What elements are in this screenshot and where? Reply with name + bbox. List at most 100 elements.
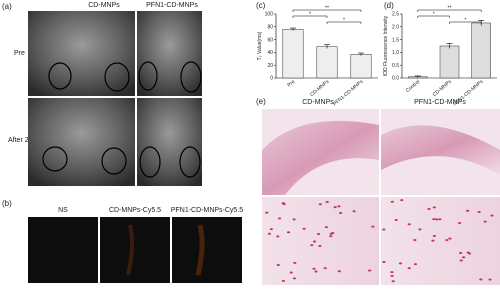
nucleus	[413, 239, 417, 242]
x-tick-label: PFN1-CD-MNPs	[452, 79, 485, 108]
significance-bracket	[292, 15, 328, 18]
significance-label: *	[309, 12, 311, 18]
nucleus	[312, 267, 316, 270]
significance-label: *	[464, 18, 466, 24]
y-axis-label: T₂ Value(ms)	[257, 31, 263, 60]
nucleus	[462, 256, 466, 259]
bar	[471, 22, 491, 79]
significance-label: *	[433, 12, 435, 18]
nucleus	[435, 218, 439, 221]
nucleus	[318, 244, 322, 247]
nucleus	[466, 251, 470, 254]
nucleus	[390, 274, 394, 277]
bar	[439, 45, 460, 79]
column-title: CD-MNPs	[88, 2, 120, 9]
nucleus	[289, 271, 293, 274]
row-title: Pre	[14, 50, 25, 57]
nucleus	[459, 252, 463, 255]
bar	[350, 54, 372, 79]
y-tick-label: 60	[267, 37, 273, 43]
significance-bracket	[417, 9, 482, 12]
nucleus	[432, 218, 436, 221]
nucleus	[292, 277, 297, 280]
bar	[316, 46, 338, 79]
nucleus	[325, 200, 329, 203]
nucleus	[448, 237, 452, 240]
nucleus	[314, 270, 318, 273]
y-tick-label: 20	[267, 63, 273, 69]
nucleus	[310, 244, 314, 247]
nucleus	[352, 210, 356, 213]
nucleus	[457, 222, 462, 225]
histology-images	[262, 109, 500, 285]
nucleus	[312, 240, 317, 243]
nucleus	[276, 264, 280, 267]
nucleus	[277, 217, 282, 220]
column-title: PFN1-CD-MNPs-Cy5.5	[171, 207, 243, 214]
y-tick-label: 40	[267, 50, 273, 56]
nucleus	[483, 220, 487, 223]
x-tick-label: Pre	[286, 79, 296, 89]
significance-label: **	[448, 6, 452, 12]
nucleus	[431, 239, 435, 242]
nucleus	[382, 261, 386, 264]
nucleus	[490, 214, 494, 217]
significance-bracket	[326, 21, 362, 24]
panel-label: (a)	[2, 2, 12, 11]
y-tick-label: 2.0	[392, 25, 399, 31]
nucleus	[323, 267, 327, 270]
y-axis-label: IOD Fluorescence Intensity	[383, 15, 389, 76]
nucleus	[339, 211, 343, 214]
nucleus	[488, 278, 492, 281]
y-tick-label: 0.0	[392, 76, 399, 82]
column-title: CD-MNPs-Cy5.5	[109, 207, 161, 214]
nucleus	[432, 235, 436, 238]
panel-label: (d)	[384, 1, 394, 10]
nucleus	[407, 267, 411, 270]
y-tick-label: 100	[265, 12, 274, 18]
mri-images	[28, 11, 202, 186]
y-tick-label: 0.5	[392, 63, 399, 69]
column-title: PFN1-CD-MNPs	[414, 99, 466, 106]
nucleus	[337, 270, 341, 273]
nucleus	[267, 232, 272, 235]
nuclei	[265, 199, 494, 283]
nucleus	[391, 280, 395, 283]
nucleus	[371, 225, 375, 228]
nucleus	[382, 228, 386, 231]
nucleus	[477, 210, 481, 213]
nucleus	[418, 228, 422, 231]
nucleus	[281, 202, 285, 205]
nucleus	[265, 211, 269, 214]
nucleus	[398, 262, 403, 265]
nucleus	[479, 278, 483, 281]
nucleus	[394, 219, 398, 222]
nucleus	[293, 261, 297, 264]
y-tick-label: 2.5	[392, 12, 399, 18]
nucleus	[432, 206, 436, 209]
nucleus	[400, 199, 404, 202]
nucleus	[318, 203, 322, 206]
nucleus	[329, 235, 333, 238]
column-title: CD-MNPs	[302, 99, 334, 106]
nucleus	[269, 228, 273, 231]
nucleus	[324, 226, 328, 229]
x-tick-label: PFN1-CD-MNPs	[332, 79, 365, 108]
y-tick-label: 0	[270, 76, 273, 82]
x-tick-label: Control	[405, 79, 421, 94]
panel-label: (c)	[256, 1, 266, 10]
nucleus	[286, 231, 291, 234]
significance-label: **	[325, 6, 329, 12]
nucleus	[316, 233, 321, 236]
nucleus	[413, 263, 418, 266]
significance-bracket	[449, 21, 482, 24]
nucleus	[438, 218, 442, 221]
nucleus	[276, 235, 280, 238]
nucleus	[292, 218, 296, 221]
nucleus	[368, 269, 372, 272]
nucleus	[407, 223, 411, 226]
y-tick-label: 1.5	[392, 37, 399, 43]
nucleus	[281, 279, 286, 282]
fluorescence-images	[28, 217, 242, 283]
